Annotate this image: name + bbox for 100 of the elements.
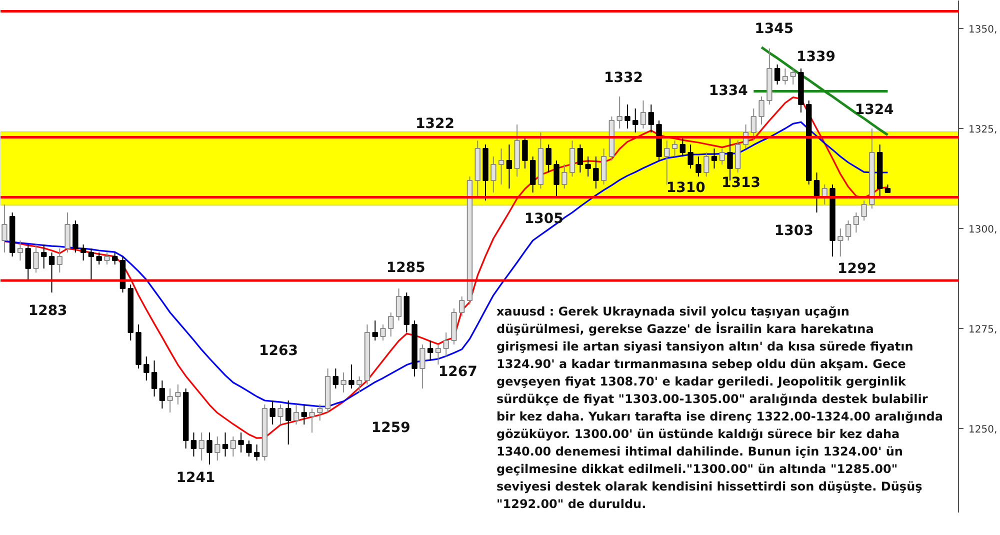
candlestick <box>522 136 528 169</box>
candlestick <box>585 156 591 177</box>
annotation: 1292 <box>837 260 876 277</box>
candlestick <box>246 440 252 457</box>
candlestick <box>64 212 70 253</box>
candlestick <box>861 200 867 221</box>
candlestick <box>498 148 504 185</box>
candlestick <box>175 384 181 405</box>
candlestick <box>56 248 63 273</box>
candlestick <box>222 432 228 457</box>
text: xauusd : Gerek Ukraynada sivil yolcu taşıyan uçağın düşürülmesi, gerekse Gazze' de İsrailin kara harekatına girişmesi ile artan siyasi tansiyon altın' da kısa sürede fiyatın 1324.90' a kadar tırmanmasına sebep oldu dün akşam. Gece gevşeyen fiyat 1308.70' e kadar geriledi. Jeopolitik gerginlik sürdükçe de fiyat "1303.00-1305.00" aralığında destek bulabilir bir kez daha. Yukarı tarafta ise direnç 1322.00-1324.00 aralığında gözüküyor. 1300.00' ün üstünde kaldığı sürece bir kez daha 1340.00 denemesi ihtimal dahilinde. Bunun için 1324.00' ün geçilmesine dikkat edilmeli."1300.00" ün altında "1285.00" seviyesi destek olarak kendisini hissettirdi son düşüşte. Düşüş "1292.00" de duruldu. <box>496 304 943 511</box>
candlestick <box>285 400 292 445</box>
candlestick <box>562 164 568 189</box>
annotation: 1339 <box>796 49 836 66</box>
candlestick <box>664 140 670 185</box>
candlestick <box>41 244 47 269</box>
candlestick <box>845 220 852 241</box>
candlestick <box>159 380 166 409</box>
candlestick <box>301 404 307 425</box>
annotation: 1263 <box>259 342 298 359</box>
candlestick <box>396 288 402 321</box>
candlestick <box>206 432 212 465</box>
candlestick <box>2 204 8 253</box>
candlestick <box>96 252 102 265</box>
candlestick <box>632 108 638 133</box>
candlestick <box>214 436 220 461</box>
candlestick <box>640 100 646 129</box>
candlestick <box>719 148 725 165</box>
candlestick <box>435 344 442 365</box>
candlestick <box>750 108 757 141</box>
candlestick <box>112 252 118 265</box>
candlestick <box>758 96 764 125</box>
candlestick <box>569 140 576 177</box>
candlestick <box>703 152 710 177</box>
candlestick <box>356 376 362 393</box>
candlestick <box>593 156 599 189</box>
candlestick <box>72 220 78 253</box>
candlestick <box>25 244 31 281</box>
candlestick <box>238 432 244 453</box>
annotation: 1285 <box>386 260 426 276</box>
candlestick <box>600 148 607 185</box>
candlestick <box>33 244 39 273</box>
candlestick <box>278 404 284 425</box>
annotation: 1259 <box>371 420 410 436</box>
candlestick <box>672 140 678 157</box>
candlestick <box>735 140 741 173</box>
candlestick <box>104 252 110 265</box>
candlestick <box>348 364 354 389</box>
candlestick <box>332 368 339 389</box>
candlestick <box>309 408 315 433</box>
candlestick <box>443 332 449 357</box>
candlestick <box>167 388 173 413</box>
candlestick <box>388 312 394 337</box>
annotation: 1324 <box>854 102 894 118</box>
candlestick <box>420 344 426 389</box>
candlestick <box>198 432 204 461</box>
candlestick <box>340 372 346 393</box>
annotation: 1267 <box>438 364 478 380</box>
y-tick-label: 1300, <box>968 224 998 236</box>
candlestick <box>17 240 24 261</box>
y-tick-label: 1350, <box>968 24 998 36</box>
candlestick <box>506 144 512 189</box>
candlestick <box>814 172 820 213</box>
annotation: 1345 <box>754 21 794 38</box>
candlestick <box>624 104 630 129</box>
annotation: 1241 <box>176 470 216 486</box>
candlestick <box>293 404 300 425</box>
candlestick <box>616 96 622 129</box>
candlestick <box>696 156 702 177</box>
candlestick <box>254 444 260 461</box>
candlestick <box>490 156 496 193</box>
annotation: 1303 <box>774 222 814 239</box>
candlestick <box>230 436 236 457</box>
annotation: 1310 <box>666 180 706 196</box>
candlestick <box>680 136 686 157</box>
candlestick <box>372 320 378 341</box>
candlestick <box>782 68 788 85</box>
candlestick <box>144 356 150 381</box>
candlestick <box>554 160 560 197</box>
candlestick <box>546 144 552 173</box>
candlestick <box>151 360 158 397</box>
candlestick <box>80 244 86 261</box>
annotation: 1322 <box>416 116 455 132</box>
annotation: 1332 <box>604 70 644 86</box>
candlestick <box>270 400 276 425</box>
candlestick <box>190 432 197 457</box>
candlestick <box>648 104 654 133</box>
candlestick <box>317 404 323 421</box>
candlestick <box>688 144 694 169</box>
annotation: 1313 <box>722 174 761 191</box>
candlestick <box>838 228 844 257</box>
annotation: 1334 <box>708 82 748 99</box>
candlestick <box>427 340 434 361</box>
candlestick <box>790 68 796 85</box>
y-tick-label: 1250, <box>968 424 998 436</box>
candlestick <box>853 212 860 233</box>
y-tick-label: 1325, <box>968 124 998 136</box>
candlestick <box>774 64 780 85</box>
candlestick <box>711 148 718 169</box>
annotation: 1305 <box>524 210 564 227</box>
